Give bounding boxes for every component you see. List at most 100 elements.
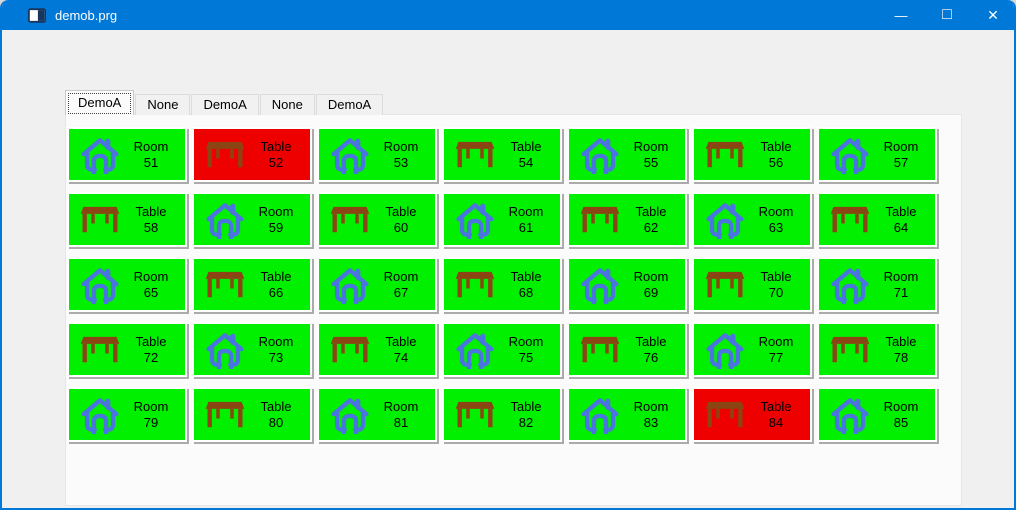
tile-number: 68 (518, 284, 534, 300)
tile-number: 60 (393, 219, 409, 235)
tile-label: Table (260, 138, 292, 154)
tile-number: 73 (268, 349, 284, 365)
tile-room-81[interactable]: Room 81 (317, 387, 437, 442)
tab-demoa-2[interactable]: DemoA (191, 94, 259, 115)
tile-table-70[interactable]: Table 70 (692, 257, 812, 312)
table-icon (204, 396, 246, 434)
tile-room-59[interactable]: Room 59 (192, 192, 312, 247)
tile-label: Room (258, 333, 294, 349)
table-icon (704, 266, 746, 304)
tile-room-71[interactable]: Room 71 (817, 257, 937, 312)
house-icon (579, 136, 621, 174)
tile-number: 63 (768, 219, 784, 235)
tile-number: 78 (893, 349, 909, 365)
tile-table-54[interactable]: Table 54 (442, 127, 562, 182)
tile-table-78[interactable]: Table 78 (817, 322, 937, 377)
tile-number: 72 (143, 349, 159, 365)
tile-label: Table (385, 333, 417, 349)
house-icon (204, 331, 246, 369)
tile-label: Room (133, 268, 169, 284)
tile-number: 65 (143, 284, 159, 300)
tile-label: Table (385, 203, 417, 219)
tile-label: Table (260, 268, 292, 284)
tile-label: Room (883, 138, 919, 154)
house-icon (454, 201, 496, 239)
tab-none-1[interactable]: None (135, 94, 191, 115)
tile-table-76[interactable]: Table 76 (567, 322, 687, 377)
house-icon (79, 136, 121, 174)
tile-table-68[interactable]: Table 68 (442, 257, 562, 312)
maximize-button[interactable]: □ (942, 6, 952, 23)
tile-room-75[interactable]: Room 75 (442, 322, 562, 377)
tile-label: Room (258, 203, 294, 219)
tile-label: Room (508, 203, 544, 219)
tile-room-55[interactable]: Room 55 (567, 127, 687, 182)
tile-label: Room (133, 138, 169, 154)
tile-grid: Room 51 Table 52 Room 53 Table 54 Room 5… (67, 127, 937, 442)
tile-room-83[interactable]: Room 83 (567, 387, 687, 442)
tile-table-72[interactable]: Table 72 (67, 322, 187, 377)
tile-table-58[interactable]: Table 58 (67, 192, 187, 247)
tile-number: 75 (518, 349, 534, 365)
house-icon (204, 201, 246, 239)
tab-demoa-1[interactable]: DemoA (65, 90, 135, 115)
tile-number: 77 (768, 349, 784, 365)
house-icon (704, 331, 746, 369)
tile-number: 82 (518, 414, 534, 430)
table-icon (829, 201, 871, 239)
tile-label: Table (635, 333, 667, 349)
tile-room-85[interactable]: Room 85 (817, 387, 937, 442)
tile-room-73[interactable]: Room 73 (192, 322, 312, 377)
tile-table-62[interactable]: Table 62 (567, 192, 687, 247)
tile-room-57[interactable]: Room 57 (817, 127, 937, 182)
tile-room-77[interactable]: Room 77 (692, 322, 812, 377)
house-icon (704, 201, 746, 239)
house-icon (829, 396, 871, 434)
tile-room-79[interactable]: Room 79 (67, 387, 187, 442)
tile-table-60[interactable]: Table 60 (317, 192, 437, 247)
close-button[interactable]: ✕ (987, 6, 999, 23)
tile-table-66[interactable]: Table 66 (192, 257, 312, 312)
tile-label: Room (883, 268, 919, 284)
minimize-button[interactable]: — (894, 7, 908, 23)
tile-number: 53 (393, 154, 409, 170)
tile-label: Table (510, 398, 542, 414)
tile-number: 54 (518, 154, 534, 170)
tile-table-82[interactable]: Table 82 (442, 387, 562, 442)
tile-label: Room (133, 398, 169, 414)
house-icon (329, 396, 371, 434)
tile-room-63[interactable]: Room 63 (692, 192, 812, 247)
tab-none-2[interactable]: None (259, 94, 315, 115)
tile-table-56[interactable]: Table 56 (692, 127, 812, 182)
tile-table-64[interactable]: Table 64 (817, 192, 937, 247)
tile-label: Room (508, 333, 544, 349)
tile-room-65[interactable]: Room 65 (67, 257, 187, 312)
table-icon (454, 136, 496, 174)
tile-table-52[interactable]: Table 52 (192, 127, 312, 182)
tile-number: 74 (393, 349, 409, 365)
tile-room-51[interactable]: Room 51 (67, 127, 187, 182)
tile-label: Room (383, 138, 419, 154)
tile-table-74[interactable]: Table 74 (317, 322, 437, 377)
tile-number: 64 (893, 219, 909, 235)
tile-number: 79 (143, 414, 159, 430)
tile-room-69[interactable]: Room 69 (567, 257, 687, 312)
tile-room-67[interactable]: Room 67 (317, 257, 437, 312)
tab-demoa-3[interactable]: DemoA (315, 94, 384, 115)
tile-table-84[interactable]: Table 84 (692, 387, 812, 442)
tile-room-61[interactable]: Room 61 (442, 192, 562, 247)
app-icon (28, 7, 46, 23)
table-icon (454, 396, 496, 434)
tile-label: Room (758, 203, 794, 219)
tile-label: Room (383, 268, 419, 284)
tab-strip: DemoA None DemoA None DemoA (65, 90, 384, 115)
tile-label: Table (885, 333, 917, 349)
table-icon (829, 331, 871, 369)
house-icon (579, 266, 621, 304)
tile-number: 52 (268, 154, 284, 170)
tile-number: 67 (393, 284, 409, 300)
tile-room-53[interactable]: Room 53 (317, 127, 437, 182)
tile-label: Table (760, 138, 792, 154)
tile-table-80[interactable]: Table 80 (192, 387, 312, 442)
table-icon (579, 331, 621, 369)
